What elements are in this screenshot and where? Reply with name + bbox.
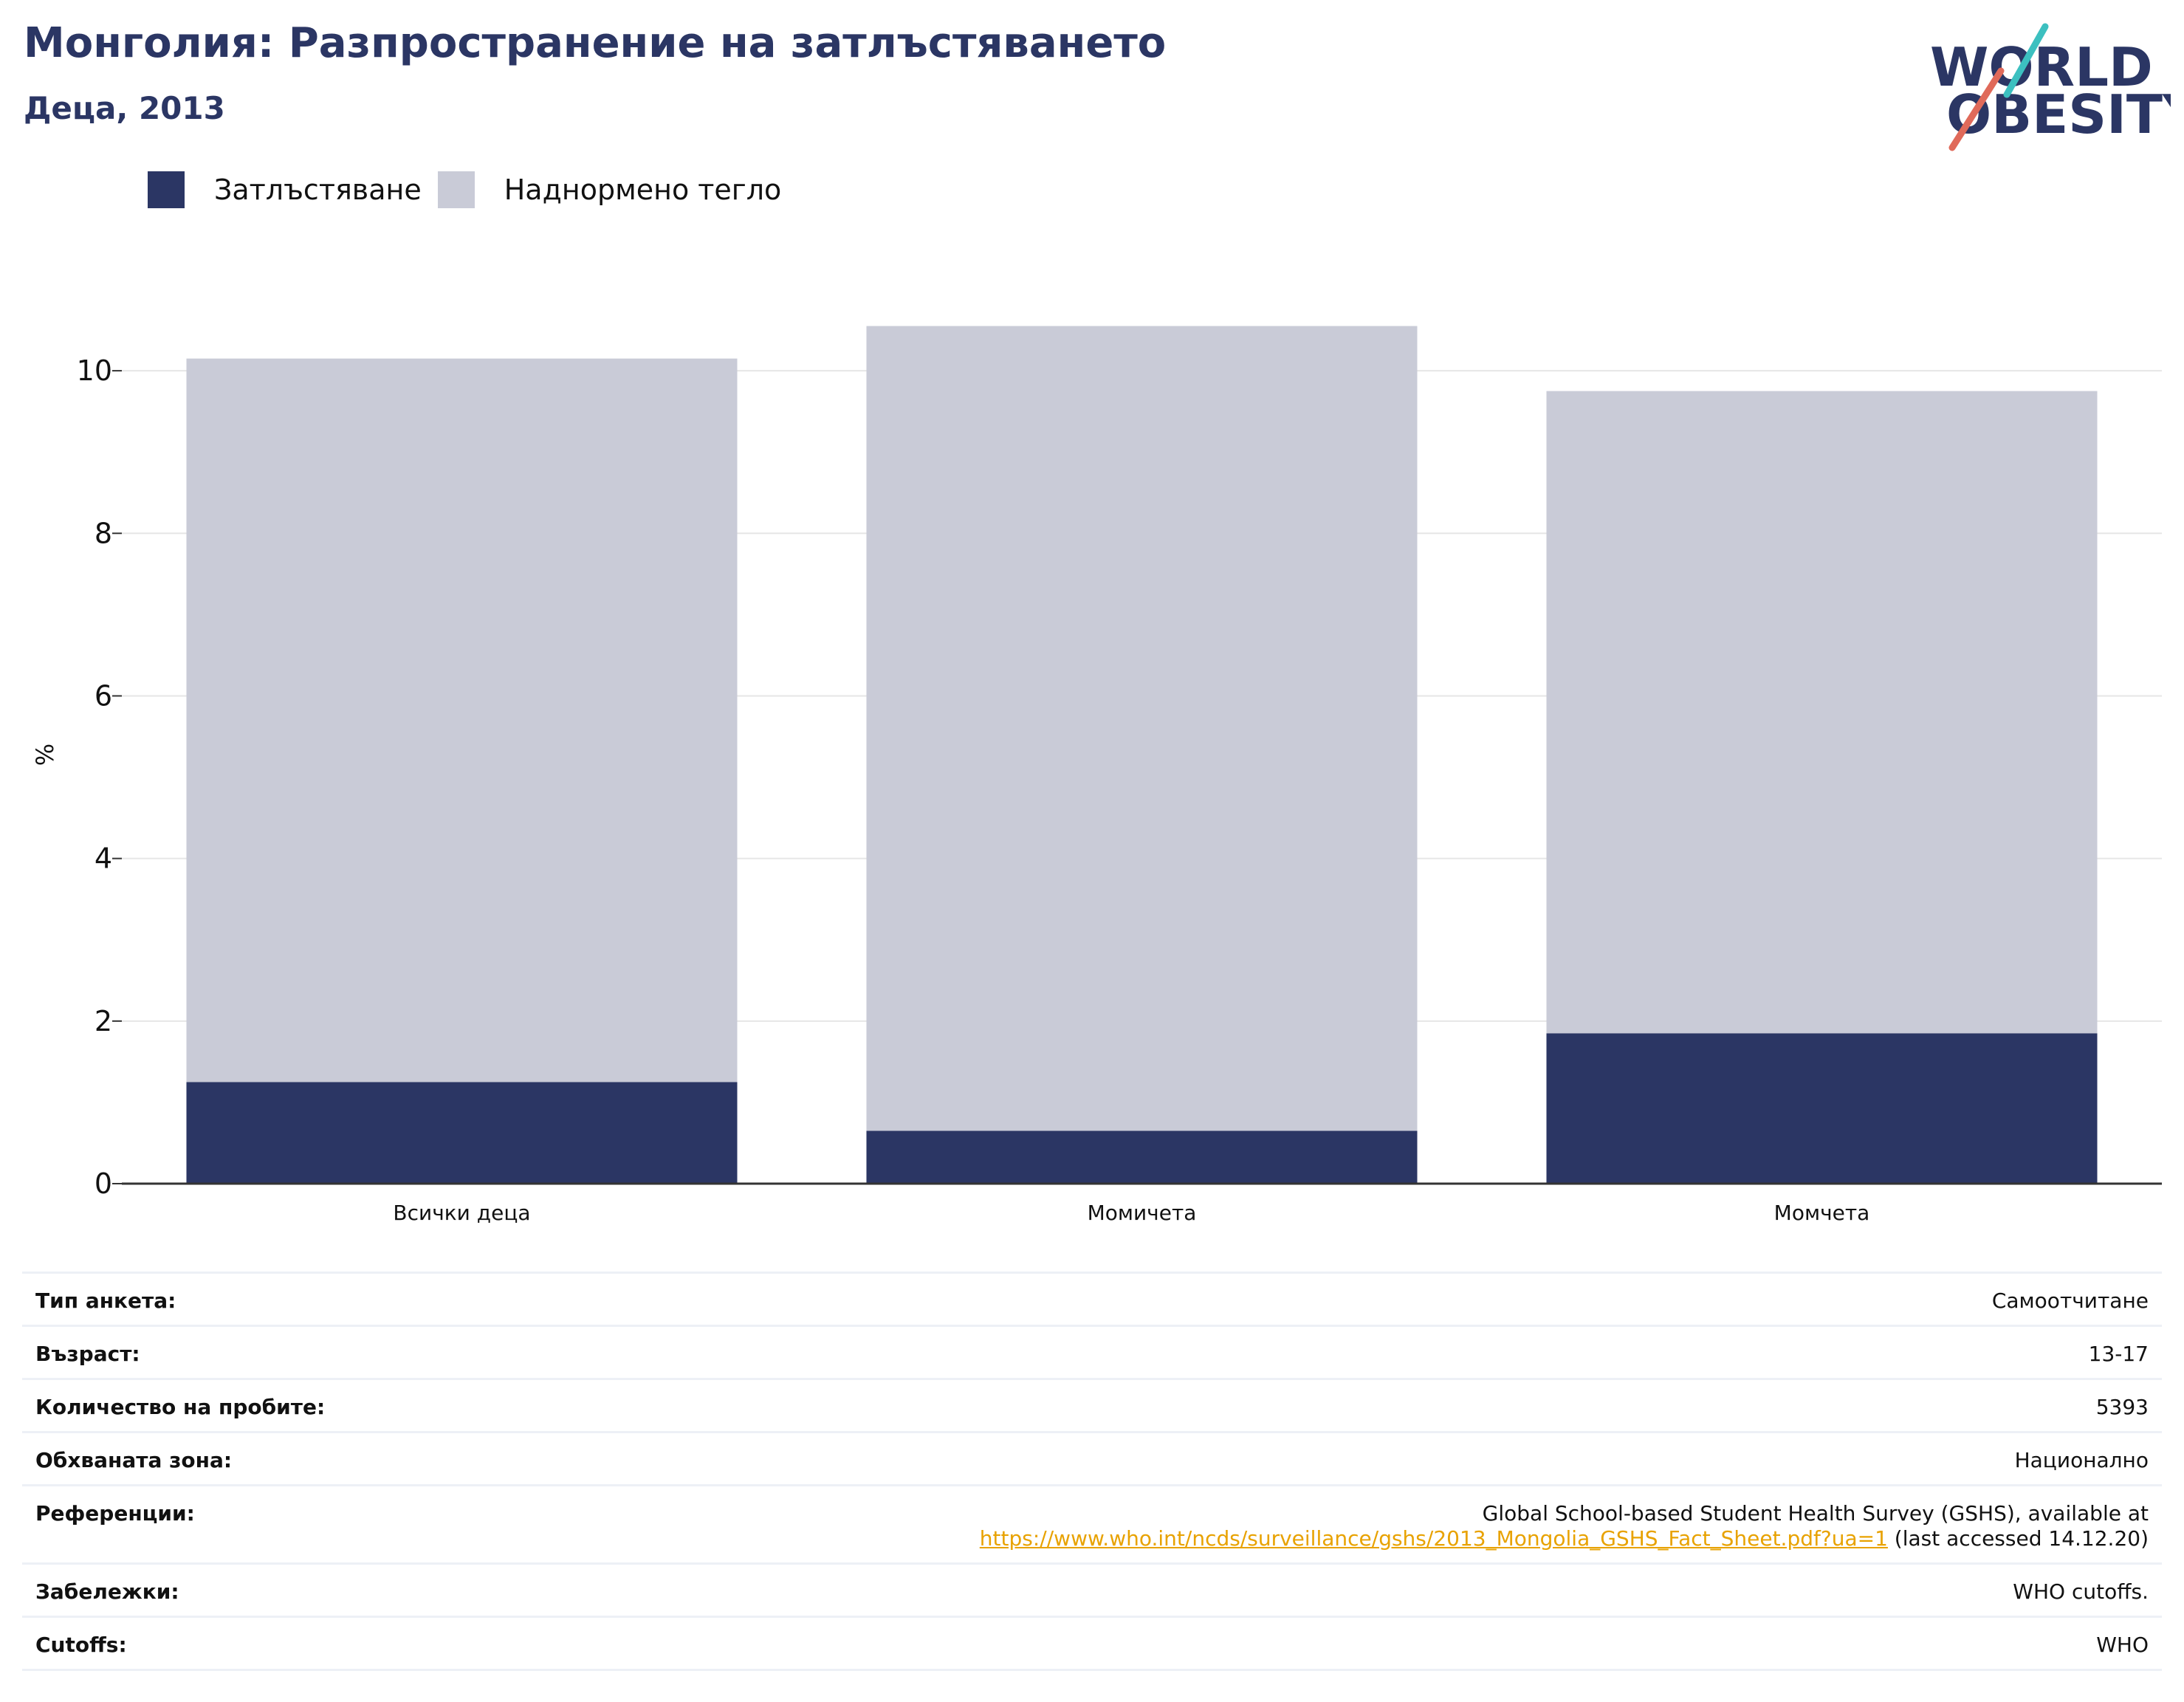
- meta-row-notes: Забележки: WHO cutoffs.: [22, 1565, 2162, 1618]
- meta-value: 13-17: [2088, 1342, 2149, 1366]
- meta-label: Тип анкета:: [35, 1288, 176, 1313]
- meta-row-references: Референции: Global School-based Student …: [22, 1486, 2162, 1565]
- y-tick-label: 0: [95, 1167, 112, 1200]
- meta-value-references: Global School-based Student Health Surve…: [980, 1501, 2149, 1551]
- meta-value: Национално: [2014, 1448, 2149, 1472]
- y-axis-label: %: [31, 744, 59, 766]
- y-tick-label: 6: [95, 679, 112, 712]
- meta-value: Самоотчитане: [1991, 1288, 2149, 1313]
- meta-label: Cutoffs:: [35, 1633, 127, 1657]
- meta-value: WHO cutoffs.: [2013, 1579, 2149, 1604]
- y-tick-label: 4: [95, 843, 112, 875]
- meta-row-sample-size: Количество на пробите: 5393: [22, 1380, 2162, 1433]
- meta-row-area: Обхваната зона: Национално: [22, 1433, 2162, 1486]
- reference-text: Global School-based Student Health Surve…: [1482, 1501, 2149, 1526]
- world-obesity-logo: WORLD OBESITY: [1930, 23, 2171, 151]
- x-tick-label: Момчета: [1774, 1201, 1870, 1225]
- legend-label-overweight: Наднормено тегло: [504, 174, 782, 206]
- legend-item-overweight: Наднормено тегло: [437, 171, 782, 208]
- bar-obesity: [186, 1082, 738, 1184]
- bar-obesity: [866, 1130, 1418, 1184]
- logo-text-line1: WORLD: [1930, 36, 2153, 98]
- meta-value: 5393: [2095, 1395, 2149, 1419]
- page-subtitle: Деца, 2013: [24, 90, 225, 126]
- meta-label: Забележки:: [35, 1579, 179, 1604]
- y-tick-label: 2: [95, 1005, 112, 1037]
- x-tick-label: Момичета: [1088, 1201, 1197, 1225]
- meta-value: WHO: [2096, 1633, 2149, 1657]
- logo-slash-coral: [1948, 67, 2005, 151]
- meta-row-age: Възраст: 13-17: [22, 1327, 2162, 1380]
- legend-item-obesity: Затлъстяване: [148, 171, 422, 208]
- bar-overweight: [1546, 391, 2098, 1034]
- reference-suffix: (last accessed 14.12.20): [1887, 1526, 2149, 1551]
- legend-swatch-overweight: [437, 171, 475, 208]
- meta-label: Обхваната зона:: [35, 1448, 233, 1472]
- bar-chart: 0 2 4 6 8 10% Всички деца Момичета Момчета: [31, 326, 2162, 1225]
- y-tick-label: 8: [95, 517, 112, 549]
- y-tick-label: 10: [77, 354, 112, 387]
- meta-label: Възраст:: [35, 1342, 140, 1366]
- survey-meta-table: Тип анкета: Самоотчитане Възраст: 13-17 …: [22, 1272, 2162, 1671]
- bar-obesity: [1546, 1033, 2098, 1184]
- meta-row-survey-type: Тип анкета: Самоотчитане: [22, 1274, 2162, 1327]
- meta-row-cutoffs: Cutoffs: WHO: [22, 1618, 2162, 1671]
- logo-slash-teal: [2003, 23, 2049, 98]
- legend-swatch-obesity: [148, 171, 185, 208]
- x-tick-label: Всички деца: [393, 1201, 530, 1225]
- reference-link[interactable]: https://www.who.int/ncds/surveillance/gs…: [979, 1526, 1888, 1551]
- bar-overweight: [866, 326, 1418, 1131]
- legend-label-obesity: Затлъстяване: [214, 174, 422, 206]
- page-title: Монголия: Разпространение на затлъстяван…: [24, 19, 1167, 67]
- bar-overweight: [186, 358, 738, 1082]
- meta-label: Референции:: [35, 1501, 195, 1526]
- meta-label: Количество на пробите:: [35, 1395, 326, 1419]
- chart-legend: Затлъстяване Наднормено тегло: [148, 170, 797, 210]
